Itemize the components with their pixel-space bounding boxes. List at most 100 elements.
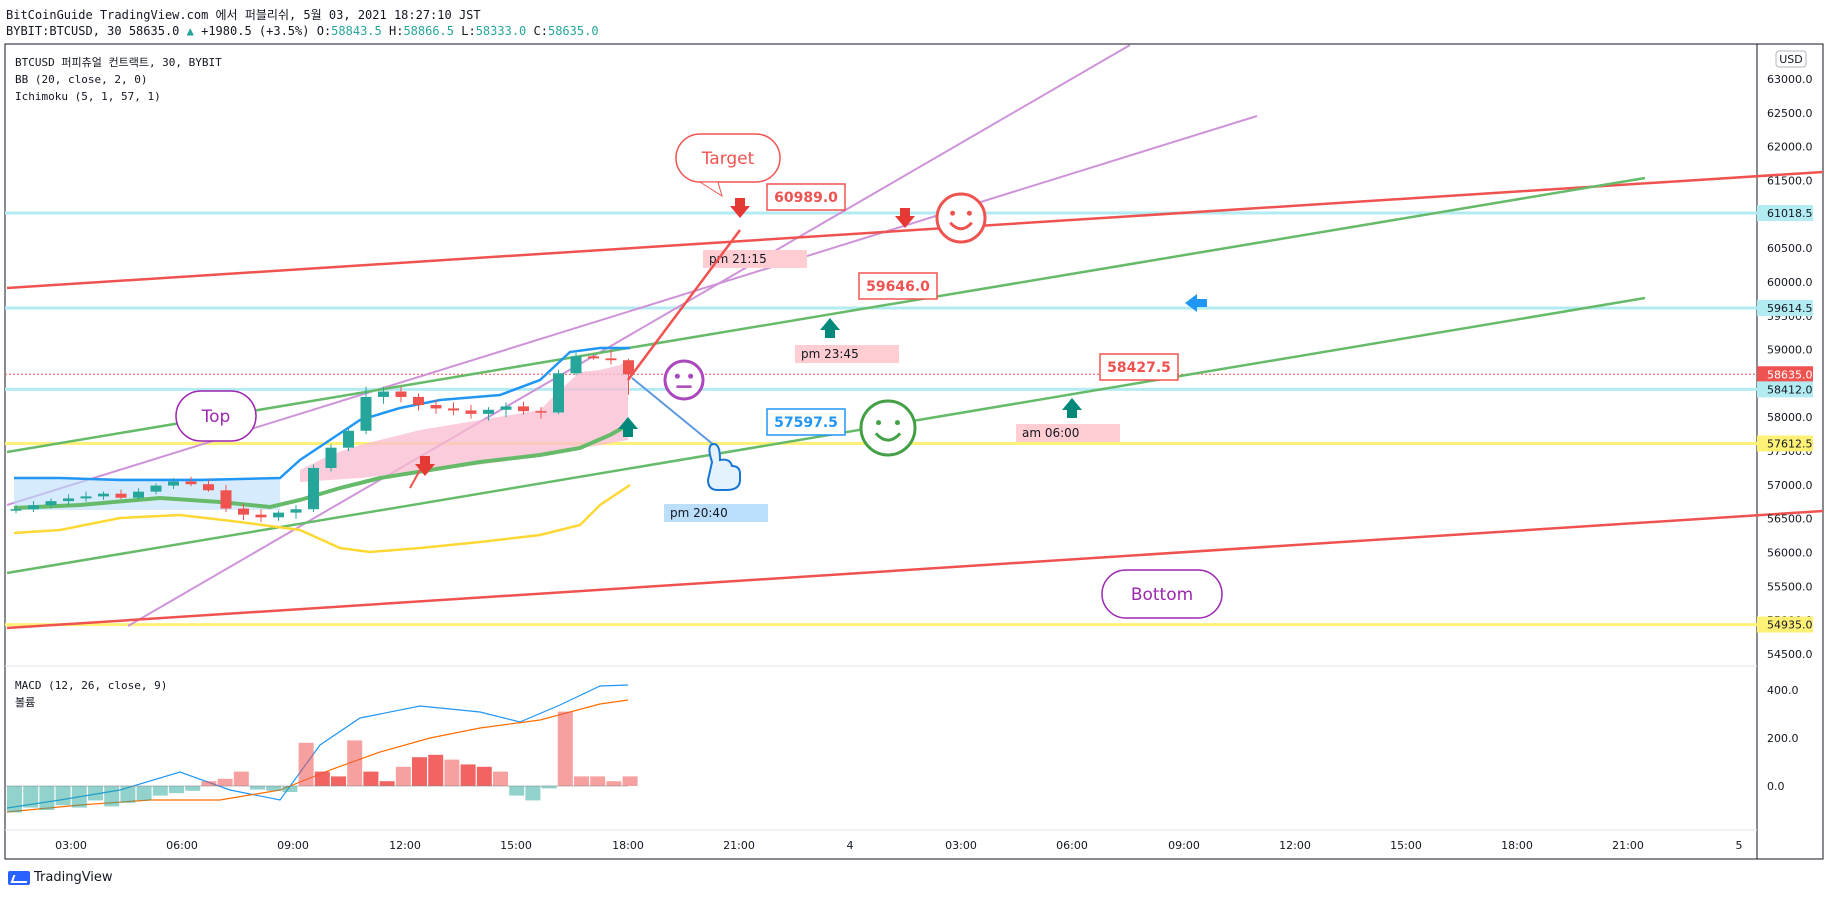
legend-macd: MACD (12, 26, close, 9): [15, 679, 167, 692]
candle-body: [570, 356, 582, 374]
low-value: 58333.0: [475, 24, 527, 38]
price-tick-label: 61500.0: [1767, 174, 1813, 187]
tradingview-logo-text: TradingView: [34, 870, 113, 885]
macd-histogram-bar: [266, 786, 282, 791]
candle-body: [395, 391, 407, 397]
candle-body: [185, 481, 197, 485]
ichimoku-baseline: [13, 423, 629, 510]
price-tick-label: 54500.0: [1767, 648, 1813, 661]
macd-histogram-bar: [363, 771, 379, 786]
symbol-label[interactable]: BYBIT:BTCUSD, 30: [6, 24, 122, 38]
price-tick-label: 60500.0: [1767, 242, 1813, 255]
price-badge: [1757, 205, 1813, 222]
time-tick-label: 12:00: [1279, 839, 1311, 852]
time-label-0600-text: am 06:00: [1022, 426, 1079, 440]
macd-histogram-bar: [185, 786, 201, 791]
chart-frame: [4, 43, 1824, 860]
macd-histogram-bar: [39, 786, 55, 810]
symbol-ohlc-bar: BYBIT:BTCUSD, 30 58635.0 ▲ +1980.5 (+3.5…: [6, 24, 599, 38]
candle-body: [518, 406, 529, 412]
macd-histogram-bar: [590, 776, 606, 786]
candle-body: [98, 493, 109, 497]
time-tick-label: 06:00: [166, 839, 198, 852]
open-value: 58843.5: [331, 24, 382, 38]
legend-bb: BB (20, close, 2, 0): [15, 73, 147, 86]
happy-face-icon-eye: [950, 210, 956, 216]
price-badge-label: 57612.5: [1767, 437, 1813, 450]
price-badge: [1757, 366, 1813, 383]
candle-body: [343, 430, 354, 448]
tradingview-logo[interactable]: TradingView: [8, 870, 113, 885]
price-tick-label: 59000.0: [1767, 344, 1813, 357]
projection-arrow-down: [631, 377, 721, 451]
macd-histogram-bar: [347, 740, 363, 786]
candle-body: [203, 484, 214, 491]
last-price: 58635.0: [128, 24, 180, 38]
price-tick-label: 56000.0: [1767, 547, 1813, 560]
happy-face-icon-mouth: [949, 221, 973, 231]
macd-histogram-bar: [557, 711, 573, 786]
price-label-59646-text: 59646.0: [866, 279, 930, 295]
price-badge-label: 54935.0: [1767, 619, 1813, 632]
cool-face-icon: [859, 399, 917, 457]
candle-body: [623, 360, 634, 375]
price-label-57597-box: [766, 408, 846, 436]
price-badge-label: 58635.0: [1767, 368, 1813, 381]
macd-histogram-bar: [379, 781, 395, 786]
time-tick-label: 09:00: [1168, 839, 1200, 852]
candle-body: [273, 512, 284, 518]
price-badge: [1757, 381, 1813, 398]
bollinger-upper: [14, 346, 630, 482]
macd-histogram-bar: [250, 786, 265, 790]
top-callout-bubble: [175, 390, 257, 442]
tradingview-mark-icon: [8, 870, 30, 885]
candle-body: [483, 409, 494, 414]
macd-histogram-bar: [104, 786, 120, 807]
up-arrow-icon: [618, 417, 638, 437]
target-callout-text: Target: [701, 149, 755, 169]
candle-body: [430, 405, 442, 409]
time-label-2040-text: pm 20:40: [670, 506, 728, 520]
candle-body: [535, 411, 547, 413]
price-badge-label: 58412.0: [1767, 383, 1813, 396]
price-label-58427-text: 58427.5: [1107, 360, 1171, 376]
bottom-callout-text: Bottom: [1131, 585, 1193, 605]
time-tick-label: 06:00: [1056, 839, 1088, 852]
price-tick-label: 62000.0: [1767, 141, 1813, 154]
price-label-60989-box: [766, 183, 846, 211]
time-tick-label: 03:00: [55, 839, 87, 852]
price-label-59646-box: [858, 272, 938, 300]
macd-histogram-bar: [7, 786, 22, 813]
close-value: 58635.0: [547, 24, 599, 38]
candle-body: [28, 505, 39, 510]
bollinger-lower: [13, 483, 631, 554]
candle-body: [255, 514, 267, 518]
macd-tick-label: 400.0: [1767, 684, 1799, 697]
neutral-face-icon-eye: [688, 373, 694, 379]
bottom-callout-bubble: [1101, 569, 1223, 619]
candle-body: [150, 485, 162, 492]
up-arrow-icon: [820, 318, 840, 338]
currency-button[interactable]: [1775, 50, 1807, 68]
price-badge: [1757, 616, 1813, 633]
macd-histogram-bar: [152, 786, 168, 796]
candle-body: [168, 481, 179, 486]
high-label: H:: [388, 24, 404, 38]
arrow-stroke: [409, 469, 421, 489]
macd-histogram-bar: [298, 742, 314, 786]
candle-body: [325, 447, 337, 468]
price-tick-label: 56500.0: [1767, 513, 1813, 526]
time-label-0600-box: [1016, 424, 1120, 442]
up-triangle-icon: ▲: [186, 24, 194, 38]
trend-line-red: [6, 509, 1824, 630]
candle-body: [500, 406, 512, 410]
time-label-2115-box: [703, 250, 807, 268]
trend-line-purple: [127, 44, 1131, 627]
top-callout-text: Top: [201, 407, 231, 427]
macd-histogram-bar: [88, 786, 103, 801]
macd-histogram-bar: [23, 786, 39, 808]
candle-body: [290, 509, 302, 513]
change-value: +1980.5 (+3.5%): [201, 24, 310, 38]
happy-face-icon-eye: [966, 210, 972, 216]
